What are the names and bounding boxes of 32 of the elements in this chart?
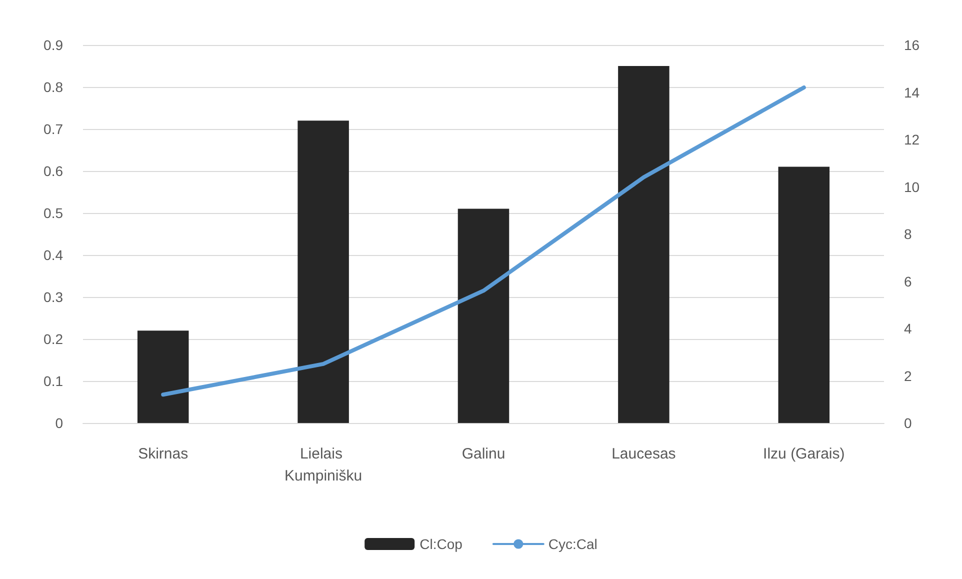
y2-tick-label: 0 bbox=[904, 415, 912, 431]
bar bbox=[137, 330, 189, 423]
x-tick-label: Laucesas bbox=[612, 446, 676, 462]
x-tick-label: Ilzu (Garais) bbox=[763, 446, 845, 462]
y2-tick-label: 2 bbox=[904, 368, 912, 384]
x-tick-label: Lielais Kumpinišku bbox=[284, 446, 362, 484]
y2-tick-label: 10 bbox=[904, 178, 920, 195]
bar bbox=[778, 166, 830, 423]
y2-tick-label: 12 bbox=[904, 132, 920, 148]
y-tick-label: 0.8 bbox=[44, 79, 64, 95]
bar bbox=[458, 208, 510, 423]
y2-tick-label: 4 bbox=[904, 320, 912, 336]
bar bbox=[298, 120, 349, 423]
y-tick-label: 0.7 bbox=[44, 121, 64, 137]
y-tick-label: 0 bbox=[55, 415, 64, 431]
x-tick-label: Galinu bbox=[462, 446, 506, 462]
legend-label: Cyc:Cal bbox=[548, 536, 598, 552]
y-tick-label: 0.1 bbox=[44, 373, 64, 389]
legend-label: Cl:Cop bbox=[420, 536, 463, 552]
y2-tick-label: 14 bbox=[904, 84, 920, 100]
y-tick-label: 0.4 bbox=[44, 247, 64, 263]
y2-tick-label: 8 bbox=[904, 226, 912, 242]
y2-tick-label: 6 bbox=[904, 273, 912, 290]
y-tick-label: 0.9 bbox=[44, 37, 64, 53]
y2-tick-label: 16 bbox=[904, 37, 920, 53]
x-tick-label: Skirnas bbox=[138, 446, 188, 462]
line-series bbox=[161, 86, 806, 397]
y-tick-label: 0.5 bbox=[44, 205, 64, 221]
bar bbox=[618, 66, 670, 423]
y-tick-label: 0.6 bbox=[44, 163, 64, 179]
y-tick-label: 0.2 bbox=[44, 331, 64, 347]
y-tick-label: 0.3 bbox=[44, 289, 64, 305]
